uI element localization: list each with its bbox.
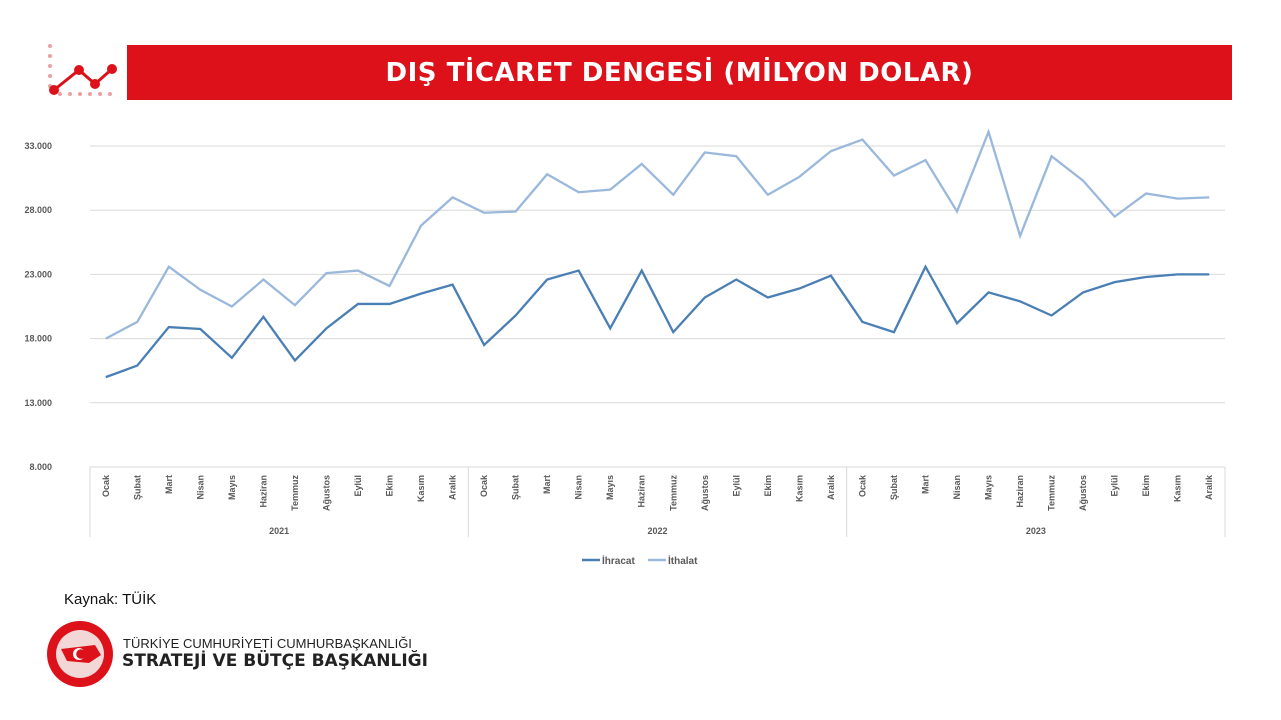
x-tick-label: Aralık	[826, 474, 836, 500]
x-tick-label: Ocak	[479, 474, 489, 497]
year-label: 2022	[647, 526, 667, 536]
trade-balance-chart: 8.000 13.000 18.000 23.000 28.000 33.000 Ocak Ş…	[24, 128, 1226, 567]
x-tick-label: Mayıs	[227, 475, 237, 500]
y-tick-label: 13.000	[24, 398, 52, 408]
x-tick-label: Şubat	[132, 475, 142, 500]
y-tick-label: 18.000	[24, 334, 52, 344]
x-tick-label: Aralık	[1204, 474, 1214, 500]
sbb-logo	[47, 621, 113, 687]
source-note: Kaynak: TÜİK	[64, 591, 157, 608]
x-tick-label: Kasım	[416, 475, 426, 502]
x-tick-label: Kasım	[1173, 475, 1183, 502]
x-tick-label: Kasım	[794, 475, 804, 502]
x-tick-label: Eylül	[353, 475, 363, 497]
x-tick-label: Mayıs	[984, 475, 994, 500]
x-tick-label: Nisan	[952, 475, 962, 500]
x-tick-label: Mayıs	[605, 475, 615, 500]
year-label: 2023	[1026, 526, 1046, 536]
x-tick-label: Nisan	[195, 475, 205, 500]
y-tick-label: 28.000	[24, 205, 52, 215]
x-tick-label: Haziran	[1015, 475, 1025, 508]
legend-label: İhracat	[602, 554, 635, 567]
x-tick-label: Ocak	[857, 474, 867, 497]
x-tick-label: Eylül	[1110, 475, 1120, 497]
series-line-ithalat	[105, 128, 1210, 340]
x-tick-label: Mart	[164, 475, 174, 494]
x-tick-label: Ağustos	[1078, 475, 1088, 511]
x-tick-label: Ocak	[101, 474, 111, 497]
x-tick-label: Temmuz	[290, 475, 300, 511]
x-tick-label: Temmuz	[1047, 475, 1057, 511]
x-tick-label: Ekim	[1141, 475, 1151, 497]
y-tick-label: 33.000	[24, 141, 52, 151]
x-tick-label: Haziran	[637, 475, 647, 508]
x-tick-label: Ekim	[763, 475, 773, 497]
y-tick-label: 23.000	[24, 269, 52, 279]
series-line-ihracat	[105, 264, 1210, 379]
y-tick-label: 8.000	[29, 462, 52, 472]
x-tick-label: Şubat	[889, 475, 899, 500]
org-name-line2: STRATEJİ VE BÜTÇE BAŞKANLIĞI	[122, 651, 428, 671]
year-label: 2021	[269, 526, 289, 536]
x-tick-label: Temmuz	[668, 475, 678, 511]
x-tick-label: Mart	[542, 475, 552, 494]
x-tick-label: Ağustos	[700, 475, 710, 511]
org-name-line1: TÜRKİYE CUMHURİYETİ CUMHURBAŞKANLIĞI	[123, 636, 412, 651]
x-tick-label: Mart	[920, 475, 930, 494]
x-tick-label: Aralık	[448, 474, 458, 500]
x-tick-label: Şubat	[511, 475, 521, 500]
page-title: DIŞ TİCARET DENGESİ (MİLYON DOLAR)	[127, 45, 1232, 100]
x-tick-label: Eylül	[731, 475, 741, 497]
legend-label: İthalat	[668, 554, 698, 567]
x-tick-label: Nisan	[574, 475, 584, 500]
x-tick-label: Ağustos	[321, 475, 331, 511]
x-tick-label: Haziran	[258, 475, 268, 508]
line-chart-icon	[48, 44, 117, 96]
x-tick-label: Ekim	[385, 475, 395, 497]
